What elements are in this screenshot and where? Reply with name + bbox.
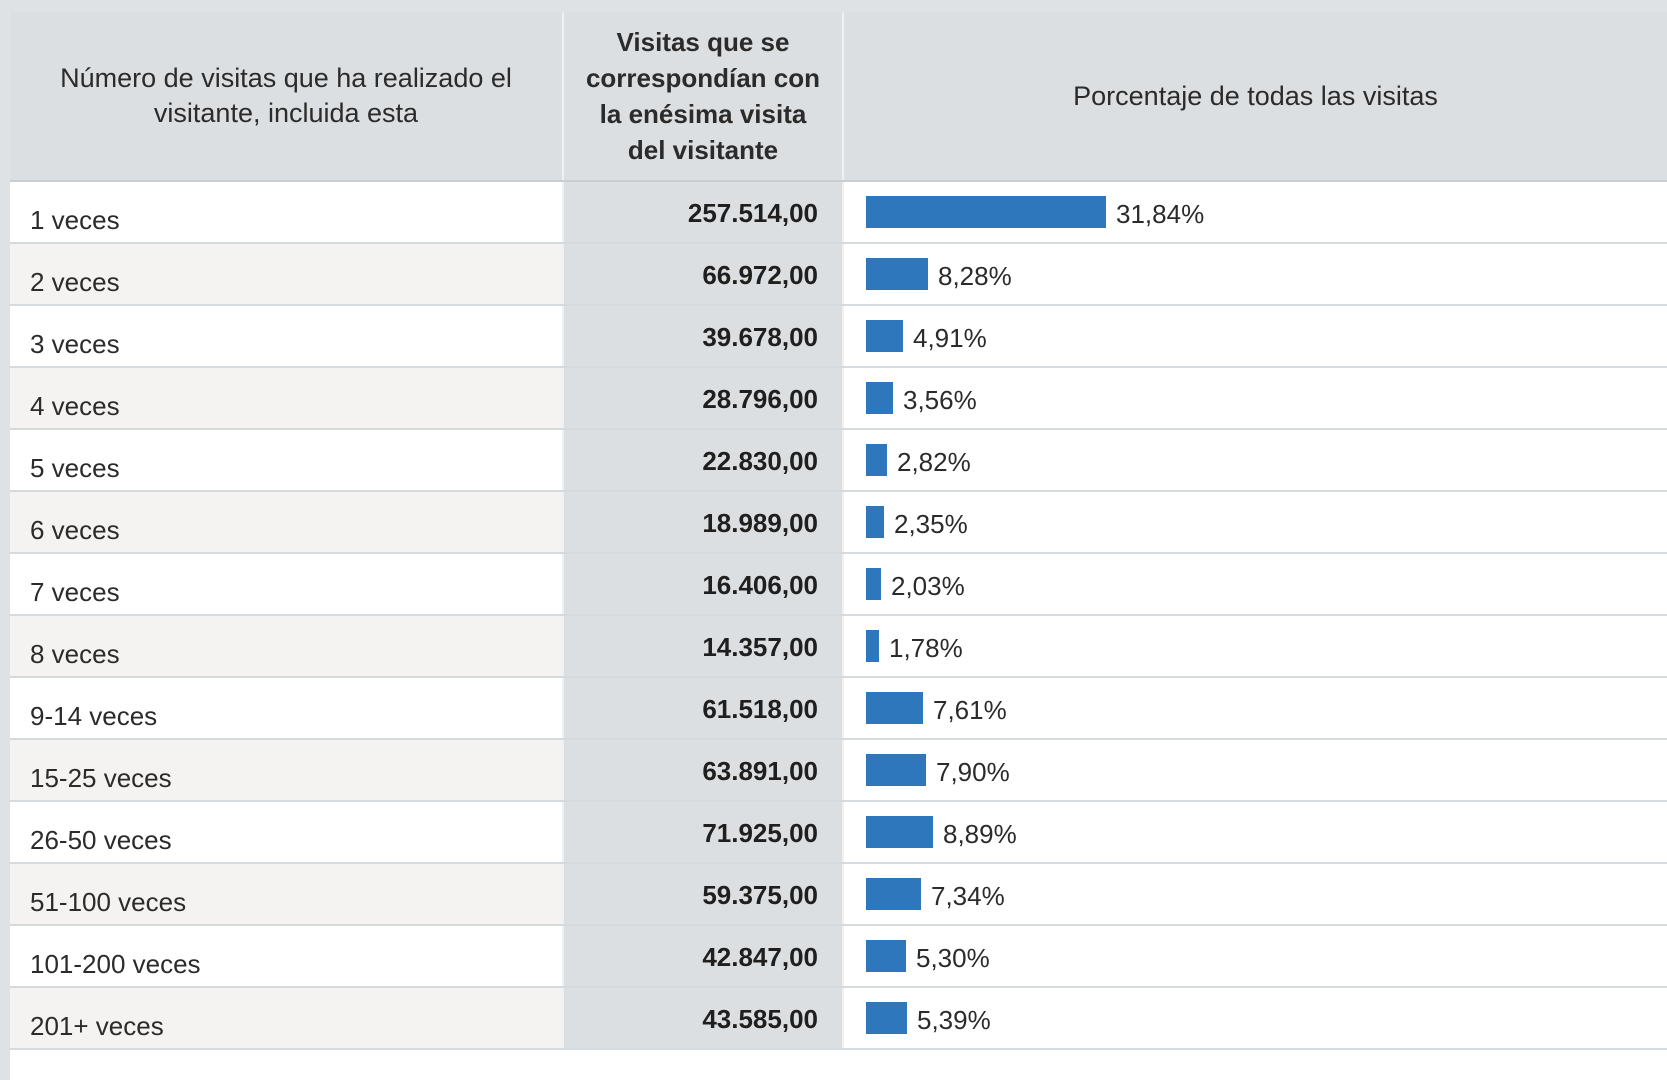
percentage-bar: [866, 196, 1106, 228]
percentage-cell: 4,91%: [844, 306, 1667, 366]
table-row[interactable]: 1 veces 257.514,00 31,84%: [10, 182, 1667, 244]
table-body: 1 veces 257.514,00 31,84% 2 veces 66.972,00 8…: [10, 182, 1667, 1050]
percentage-label: 1,78%: [889, 633, 963, 663]
table-row[interactable]: 26-50 veces 71.925,00 8,89%: [10, 802, 1667, 864]
header-visit-count[interactable]: Número de visitas que ha realizado el vi…: [60, 63, 512, 128]
table-row[interactable]: 51-100 veces 59.375,00 7,34%: [10, 864, 1667, 926]
percentage-bar: [866, 320, 903, 352]
visits-value: 43.585,00: [562, 988, 844, 1048]
percentage-label: 31,84%: [1116, 199, 1205, 229]
percentage-cell: 31,84%: [844, 182, 1667, 242]
percentage-bar: [866, 382, 893, 414]
percentage-bar: [866, 754, 926, 786]
table-row[interactable]: 7 veces 16.406,00 2,03%: [10, 554, 1667, 616]
table-row[interactable]: 201+ veces 43.585,00 5,39%: [10, 988, 1667, 1050]
visits-value: 61.518,00: [562, 678, 844, 738]
percentage-cell: 7,34%: [844, 864, 1667, 924]
percentage-bar: [866, 940, 906, 972]
percentage-cell: 5,39%: [844, 988, 1667, 1048]
percentage-label: 3,56%: [903, 385, 977, 415]
table-row[interactable]: 6 veces 18.989,00 2,35%: [10, 492, 1667, 554]
percentage-bar: [866, 444, 887, 476]
percentage-cell: 2,03%: [844, 554, 1667, 614]
percentage-label: 4,91%: [913, 323, 987, 353]
visit-count-label: 6 veces: [10, 492, 562, 552]
table-row[interactable]: 4 veces 28.796,00 3,56%: [10, 368, 1667, 430]
visit-count-label: 4 veces: [10, 368, 562, 428]
visit-count-label: 51-100 veces: [10, 864, 562, 924]
visits-value: 39.678,00: [562, 306, 844, 366]
percentage-label: 5,39%: [917, 1005, 991, 1035]
percentage-cell: 2,35%: [844, 492, 1667, 552]
visits-value: 14.357,00: [562, 616, 844, 676]
percentage-bar: [866, 692, 923, 724]
percentage-label: 7,34%: [931, 881, 1005, 911]
percentage-cell: 5,30%: [844, 926, 1667, 986]
percentage-label: 7,90%: [936, 757, 1010, 787]
header-percentage[interactable]: Porcentaje de todas las visitas: [1073, 80, 1438, 111]
header-visits-nth[interactable]: Visitas que se correspondían con la enés…: [562, 12, 844, 180]
visit-count-label: 26-50 veces: [10, 802, 562, 862]
percentage-cell: 7,61%: [844, 678, 1667, 738]
visit-count-label: 2 veces: [10, 244, 562, 304]
table-header: Número de visitas que ha realizado el vi…: [10, 12, 1667, 182]
visits-table: Número de visitas que ha realizado el vi…: [10, 12, 1667, 1080]
visits-value: 16.406,00: [562, 554, 844, 614]
visit-count-label: 201+ veces: [10, 988, 562, 1048]
percentage-cell: 1,78%: [844, 616, 1667, 676]
table-row[interactable]: 15-25 veces 63.891,00 7,90%: [10, 740, 1667, 802]
visits-value: 66.972,00: [562, 244, 844, 304]
visit-count-label: 5 veces: [10, 430, 562, 490]
percentage-cell: 7,90%: [844, 740, 1667, 800]
percentage-label: 8,28%: [938, 261, 1012, 291]
percentage-bar: [866, 258, 928, 290]
percentage-bar: [866, 878, 921, 910]
visit-count-label: 9-14 veces: [10, 678, 562, 738]
percentage-cell: 8,89%: [844, 802, 1667, 862]
table-row[interactable]: 3 veces 39.678,00 4,91%: [10, 306, 1667, 368]
percentage-label: 2,35%: [894, 509, 968, 539]
table-row[interactable]: 8 veces 14.357,00 1,78%: [10, 616, 1667, 678]
visits-value: 71.925,00: [562, 802, 844, 862]
visit-count-label: 7 veces: [10, 554, 562, 614]
visits-value: 63.891,00: [562, 740, 844, 800]
visit-count-label: 101-200 veces: [10, 926, 562, 986]
table-row[interactable]: 2 veces 66.972,00 8,28%: [10, 244, 1667, 306]
table-row[interactable]: 101-200 veces 42.847,00 5,30%: [10, 926, 1667, 988]
visits-value: 22.830,00: [562, 430, 844, 490]
percentage-cell: 3,56%: [844, 368, 1667, 428]
percentage-label: 2,03%: [891, 571, 965, 601]
visits-value: 28.796,00: [562, 368, 844, 428]
table-row[interactable]: 5 veces 22.830,00 2,82%: [10, 430, 1667, 492]
visit-count-label: 1 veces: [10, 182, 562, 242]
percentage-bar: [866, 506, 884, 538]
visit-count-label: 3 veces: [10, 306, 562, 366]
visits-value: 18.989,00: [562, 492, 844, 552]
percentage-bar: [866, 816, 933, 848]
visits-value: 59.375,00: [562, 864, 844, 924]
visit-count-label: 15-25 veces: [10, 740, 562, 800]
percentage-cell: 8,28%: [844, 244, 1667, 304]
percentage-cell: 2,82%: [844, 430, 1667, 490]
visits-value: 257.514,00: [562, 182, 844, 242]
percentage-bar: [866, 568, 881, 600]
percentage-label: 5,30%: [916, 943, 990, 973]
percentage-label: 2,82%: [897, 447, 971, 477]
visits-value: 42.847,00: [562, 926, 844, 986]
visit-count-label: 8 veces: [10, 616, 562, 676]
percentage-label: 8,89%: [943, 819, 1017, 849]
percentage-bar: [866, 1002, 907, 1034]
percentage-bar: [866, 630, 879, 662]
percentage-label: 7,61%: [933, 695, 1007, 725]
table-row[interactable]: 9-14 veces 61.518,00 7,61%: [10, 678, 1667, 740]
